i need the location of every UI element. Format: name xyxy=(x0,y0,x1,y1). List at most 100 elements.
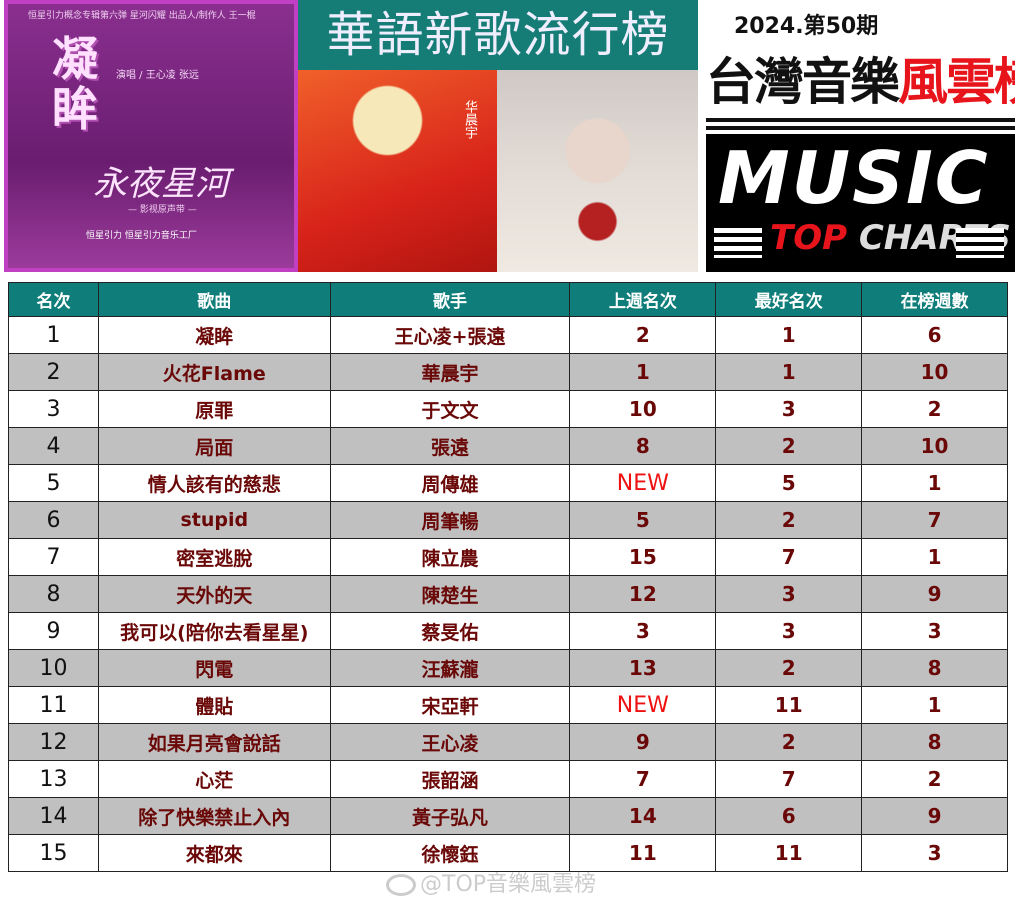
cover-labels: 恒星引力 恒星引力音乐工厂 xyxy=(86,231,197,241)
cell-last: 2 xyxy=(569,316,717,354)
cell-peak: 3 xyxy=(715,575,863,613)
cover-script-title: 永夜星河 xyxy=(93,164,229,204)
cell-artist: 張遠 xyxy=(329,427,571,465)
cover-subtitle: — 影视原声带 — xyxy=(128,205,197,215)
col-rank: 名次 xyxy=(8,282,99,317)
cell-song: 我可以(陪你去看星星) xyxy=(97,612,331,650)
cell-last: 15 xyxy=(569,538,717,576)
cell-peak: 2 xyxy=(715,649,863,687)
cell-song: 凝眸 xyxy=(97,316,331,354)
cell-peak: 2 xyxy=(715,501,863,539)
cell-weeks: 6 xyxy=(861,316,1008,354)
cell-weeks: 3 xyxy=(861,612,1008,650)
cell-song: 原罪 xyxy=(97,390,331,428)
cell-rank: 5 xyxy=(8,464,99,502)
cell-weeks: 3 xyxy=(861,834,1008,872)
cell-artist: 宋亞軒 xyxy=(329,686,571,724)
cell-artist: 周筆暢 xyxy=(329,501,571,539)
cell-artist: 蔡旻佑 xyxy=(329,612,571,650)
table-row: 5 情人該有的慈悲 周傳雄 NEW 5 1 xyxy=(8,464,1008,502)
col-weeks: 在榜週數 xyxy=(861,282,1008,317)
cell-weeks: 9 xyxy=(861,797,1008,835)
cell-weeks: 10 xyxy=(861,427,1008,465)
cell-rank: 12 xyxy=(8,723,99,761)
album-cover-image: 恒星引力概念专辑第六弹 星河闪耀 出品人/制作人 王一棍 凝眸 演唱 / 王心凌… xyxy=(4,0,298,272)
cell-rank: 1 xyxy=(8,316,99,354)
logo-red-text: 風雲榜 xyxy=(898,53,1015,111)
cell-weeks: 8 xyxy=(861,723,1008,761)
cell-rank: 9 xyxy=(8,612,99,650)
header-banner: 恒星引力概念专辑第六弹 星河闪耀 出品人/制作人 王一棍 凝眸 演唱 / 王心凌… xyxy=(0,0,1015,272)
cell-weeks: 8 xyxy=(861,649,1008,687)
cell-peak: 11 xyxy=(715,834,863,872)
cell-weeks: 2 xyxy=(861,390,1008,428)
cell-artist: 陳楚生 xyxy=(329,575,571,613)
cell-rank: 3 xyxy=(8,390,99,428)
cell-rank: 4 xyxy=(8,427,99,465)
cell-artist: 徐懷鈺 xyxy=(329,834,571,872)
col-peak: 最好名次 xyxy=(715,282,863,317)
artist-photo-2 xyxy=(497,70,698,272)
cell-song: 閃電 xyxy=(97,649,331,687)
cover-title: 凝眸 xyxy=(52,32,98,136)
cell-rank: 2 xyxy=(8,353,99,391)
issue-label: 2024.第50期 xyxy=(734,14,879,39)
cell-song: 火花Flame xyxy=(97,353,331,391)
cell-weeks: 2 xyxy=(861,760,1008,798)
cover-credits: 恒星引力概念专辑第六弹 星河闪耀 出品人/制作人 王一棍 xyxy=(28,11,256,21)
cell-weeks: 9 xyxy=(861,575,1008,613)
cell-song: 局面 xyxy=(97,427,331,465)
stripes-icon xyxy=(956,228,1004,258)
col-artist: 歌手 xyxy=(329,282,571,317)
cell-peak: 3 xyxy=(715,390,863,428)
cell-song: 來都來 xyxy=(97,834,331,872)
cell-last: 5 xyxy=(569,501,717,539)
table-row: 10 閃電 汪蘇瀧 13 2 8 xyxy=(8,649,1008,687)
table-row: 7 密室逃脫 陳立農 15 7 1 xyxy=(8,538,1008,576)
table-row: 15 來都來 徐懷鈺 11 11 3 xyxy=(8,834,1008,872)
cell-artist: 張韶涵 xyxy=(329,760,571,798)
cell-artist: 華晨宇 xyxy=(329,353,571,391)
cell-peak: 6 xyxy=(715,797,863,835)
logo-chinese: 台灣音樂風雲榜 xyxy=(706,42,1015,114)
cell-weeks: 1 xyxy=(861,538,1008,576)
cell-rank: 6 xyxy=(8,501,99,539)
cell-last: 1 xyxy=(569,353,717,391)
cell-artist: 王心凌+張遠 xyxy=(329,316,571,354)
cell-song: 情人該有的慈悲 xyxy=(97,464,331,502)
weibo-icon xyxy=(386,874,416,896)
cell-song: 如果月亮會說話 xyxy=(97,723,331,761)
chart-table: 名次 歌曲 歌手 上週名次 最好名次 在榜週數 1 凝眸 王心凌+張遠 2 1 6 2 火花F… xyxy=(8,282,1008,872)
col-last-week: 上週名次 xyxy=(569,282,717,317)
artist-photo-1: 华晨宇 xyxy=(298,70,497,272)
cell-artist: 陳立農 xyxy=(329,538,571,576)
cell-last: 8 xyxy=(569,427,717,465)
cell-peak: 2 xyxy=(715,723,863,761)
logo-music: MUSIC xyxy=(718,136,990,220)
cover-singers: 演唱 / 王心凌 张远 xyxy=(116,70,199,81)
table-row: 6 stupid 周筆暢 5 2 7 xyxy=(8,501,1008,539)
cell-last: 11 xyxy=(569,834,717,872)
cell-rank: 7 xyxy=(8,538,99,576)
cell-song: stupid xyxy=(97,501,331,539)
table-row: 14 除了快樂禁止入內 黃子弘凡 14 6 9 xyxy=(8,797,1008,835)
divider xyxy=(706,118,1015,122)
cell-weeks: 1 xyxy=(861,464,1008,502)
table-row: 11 體貼 宋亞軒 NEW 11 1 xyxy=(8,686,1008,724)
cell-peak: 11 xyxy=(715,686,863,724)
cell-peak: 2 xyxy=(715,427,863,465)
cell-weeks: 7 xyxy=(861,501,1008,539)
table-row: 9 我可以(陪你去看星星) 蔡旻佑 3 3 3 xyxy=(8,612,1008,650)
cell-last: NEW xyxy=(569,464,717,502)
cell-peak: 1 xyxy=(715,353,863,391)
cell-last: 12 xyxy=(569,575,717,613)
table-row: 4 局面 張遠 8 2 10 xyxy=(8,427,1008,465)
cell-song: 天外的天 xyxy=(97,575,331,613)
cell-artist: 王心凌 xyxy=(329,723,571,761)
cell-artist: 周傳雄 xyxy=(329,464,571,502)
table-row: 13 心茫 張韶涵 7 7 2 xyxy=(8,760,1008,798)
col-song: 歌曲 xyxy=(97,282,331,317)
photo-caption: 华晨宇 xyxy=(462,100,477,139)
cell-last: 9 xyxy=(569,723,717,761)
cell-song: 密室逃脫 xyxy=(97,538,331,576)
